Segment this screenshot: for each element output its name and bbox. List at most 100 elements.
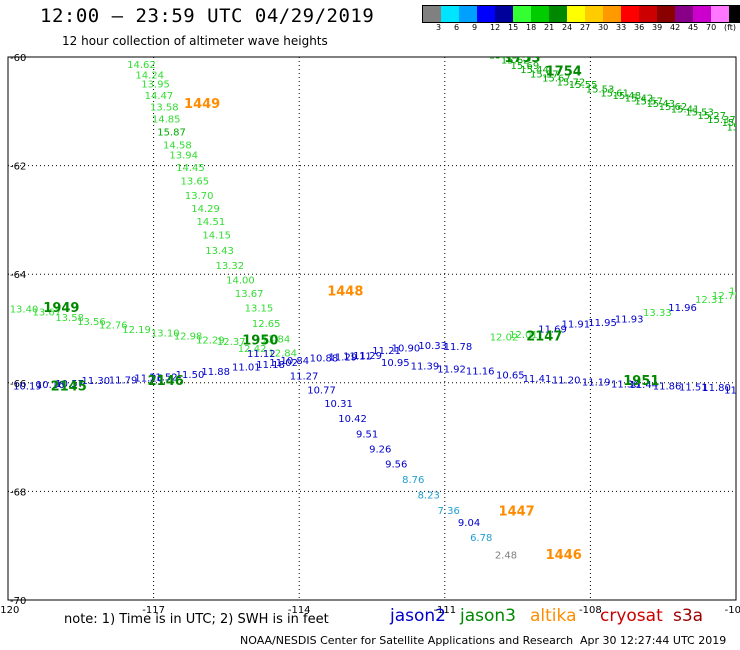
- wave-height-value: 13.58: [55, 313, 84, 324]
- wave-height-value: 13.33: [643, 308, 672, 319]
- wave-height-value: 11.92: [437, 365, 466, 376]
- wave-height-value: 15.69: [511, 61, 540, 72]
- wave-height-value: 11.36: [611, 379, 640, 390]
- wave-height-value: 13.43: [205, 246, 234, 257]
- wave-height-value: 15.87: [157, 127, 186, 138]
- wave-height-value: 13.67: [235, 289, 264, 300]
- pass-time-label: 1949: [43, 301, 79, 316]
- pass-time-label: 2147: [526, 330, 562, 345]
- scale-tick-label: 70: [706, 23, 717, 32]
- wave-height-value: 14.15: [202, 231, 231, 242]
- wave-height-value: 15.57: [634, 96, 663, 107]
- wave-height-value: 10.90: [392, 344, 421, 355]
- wave-height-value: 14.29: [191, 204, 220, 215]
- pass-time-label: 1449: [184, 97, 220, 112]
- scale-swatch: [621, 6, 639, 22]
- x-tick-label: -114: [288, 605, 311, 616]
- scale-tick-label: 6: [454, 23, 460, 32]
- scale-tick-label: 12: [490, 23, 501, 32]
- wave-height-value: 11.01: [232, 363, 261, 374]
- wave-height-value: 15.42: [625, 94, 654, 105]
- scale-tick-label: 39: [652, 23, 663, 32]
- x-tick-label: -120: [0, 605, 19, 616]
- wave-height-value: 9.51: [356, 429, 378, 440]
- wave-height-value: 11.11: [343, 352, 372, 363]
- credit-line: NOAA/NESDIS Center for Satellite Applica…: [240, 634, 574, 647]
- scale-tick-label: 24: [562, 23, 573, 32]
- satellite-label-s3a: s3a: [673, 606, 704, 626]
- wave-height-value: 12.98: [174, 332, 203, 343]
- wave-height-value: 14.24: [135, 70, 164, 81]
- wave-height-value: 12.31: [695, 295, 724, 306]
- scale-swatch: [603, 6, 621, 22]
- scale-tick-label: 30: [598, 23, 609, 32]
- wave-height-value: 13.10: [151, 328, 180, 339]
- x-tick-label: -111: [433, 605, 456, 616]
- scale-tick-label: 3: [436, 23, 442, 32]
- wave-height-value: 13.15: [245, 303, 274, 314]
- wave-height-value: 13.84: [262, 334, 291, 345]
- wave-height-value: 12.76: [99, 321, 128, 332]
- scale-swatch: [513, 6, 531, 22]
- wave-height-value: 13.24: [729, 286, 740, 297]
- wave-height-value: 15.48: [612, 91, 641, 102]
- page-subtitle: 12 hour collection of altimeter wave hei…: [62, 34, 328, 48]
- wave-height-value: 11.88: [201, 367, 230, 378]
- wave-height-value: 11.26: [134, 373, 163, 384]
- scale-tick-label: 15: [508, 23, 519, 32]
- wave-height-value: 15.67: [542, 74, 571, 85]
- wave-height-value: 11.50: [176, 370, 205, 381]
- wave-height-value: 11.92: [724, 385, 740, 396]
- wave-height-value: 15.37: [707, 115, 736, 126]
- y-tick-label: -70: [10, 596, 26, 607]
- pass-time-label: 1950: [242, 333, 278, 348]
- wave-height-value: 15.55: [569, 80, 598, 91]
- wave-height-value: 12.37: [217, 337, 246, 348]
- wave-height-value: 11.51: [679, 383, 708, 394]
- scale-swatch: [729, 6, 740, 22]
- wave-height-value: 8.23: [418, 491, 440, 502]
- wave-height-value: 11.44: [629, 380, 658, 391]
- wave-height-value: 14.45: [176, 163, 205, 174]
- wave-height-value: 15.57: [530, 69, 559, 80]
- scale-swatch: [585, 6, 603, 22]
- wave-height-value: 10.42: [338, 414, 367, 425]
- pass-time-label: 1754: [546, 65, 582, 80]
- x-tick-label: -108: [579, 605, 602, 616]
- wave-height-value: 14.58: [163, 140, 192, 151]
- wave-height-value: 11.12: [247, 349, 276, 360]
- wave-height-value: 13.70: [185, 191, 214, 202]
- scale-swatch: [657, 6, 675, 22]
- wave-height-value: 14.47: [145, 91, 174, 102]
- wave-height-value: 13.32: [215, 261, 244, 272]
- wave-height-value: 14.00: [226, 276, 255, 287]
- scale-tick-label: (ft): [724, 23, 737, 32]
- scale-swatch: [459, 6, 477, 22]
- wave-height-value: 11.80: [702, 383, 731, 394]
- footnote: note: 1) Time is in UTC; 2) SWH is in fe…: [64, 612, 329, 627]
- scale-tick-label: 21: [544, 23, 555, 32]
- wave-height-value: 10.84: [281, 356, 310, 367]
- wave-height-value: 9.04: [458, 518, 480, 529]
- wave-height-value: 11.29: [329, 353, 358, 364]
- wave-height-value: 9.56: [385, 460, 407, 471]
- scale-tick-label: 42: [670, 23, 681, 32]
- wave-height-value: 10.65: [496, 371, 525, 382]
- wave-height-value: 14.51: [197, 217, 226, 228]
- wave-height-value: 11.96: [668, 303, 697, 314]
- wave-height-value: 15.61: [489, 50, 518, 61]
- wave-height-value: 15.53: [586, 84, 615, 95]
- pass-time-label: 1951: [623, 374, 659, 389]
- x-tick-label: -117: [142, 605, 165, 616]
- scale-swatch: [549, 6, 567, 22]
- wave-height-value: 11.20: [552, 376, 581, 387]
- wave-height-value: 11.19: [582, 378, 611, 389]
- wave-height-value: 15.61: [722, 118, 740, 129]
- wave-height-value: 15.53: [685, 107, 714, 118]
- scale-swatch: [639, 6, 657, 22]
- wave-height-value: 13.95: [141, 80, 170, 91]
- y-tick-label: -68: [10, 487, 26, 498]
- wave-height-value: 11.41: [523, 374, 552, 385]
- wave-height-value: 10.88: [310, 353, 339, 364]
- wave-height-value: 11.52: [149, 372, 178, 383]
